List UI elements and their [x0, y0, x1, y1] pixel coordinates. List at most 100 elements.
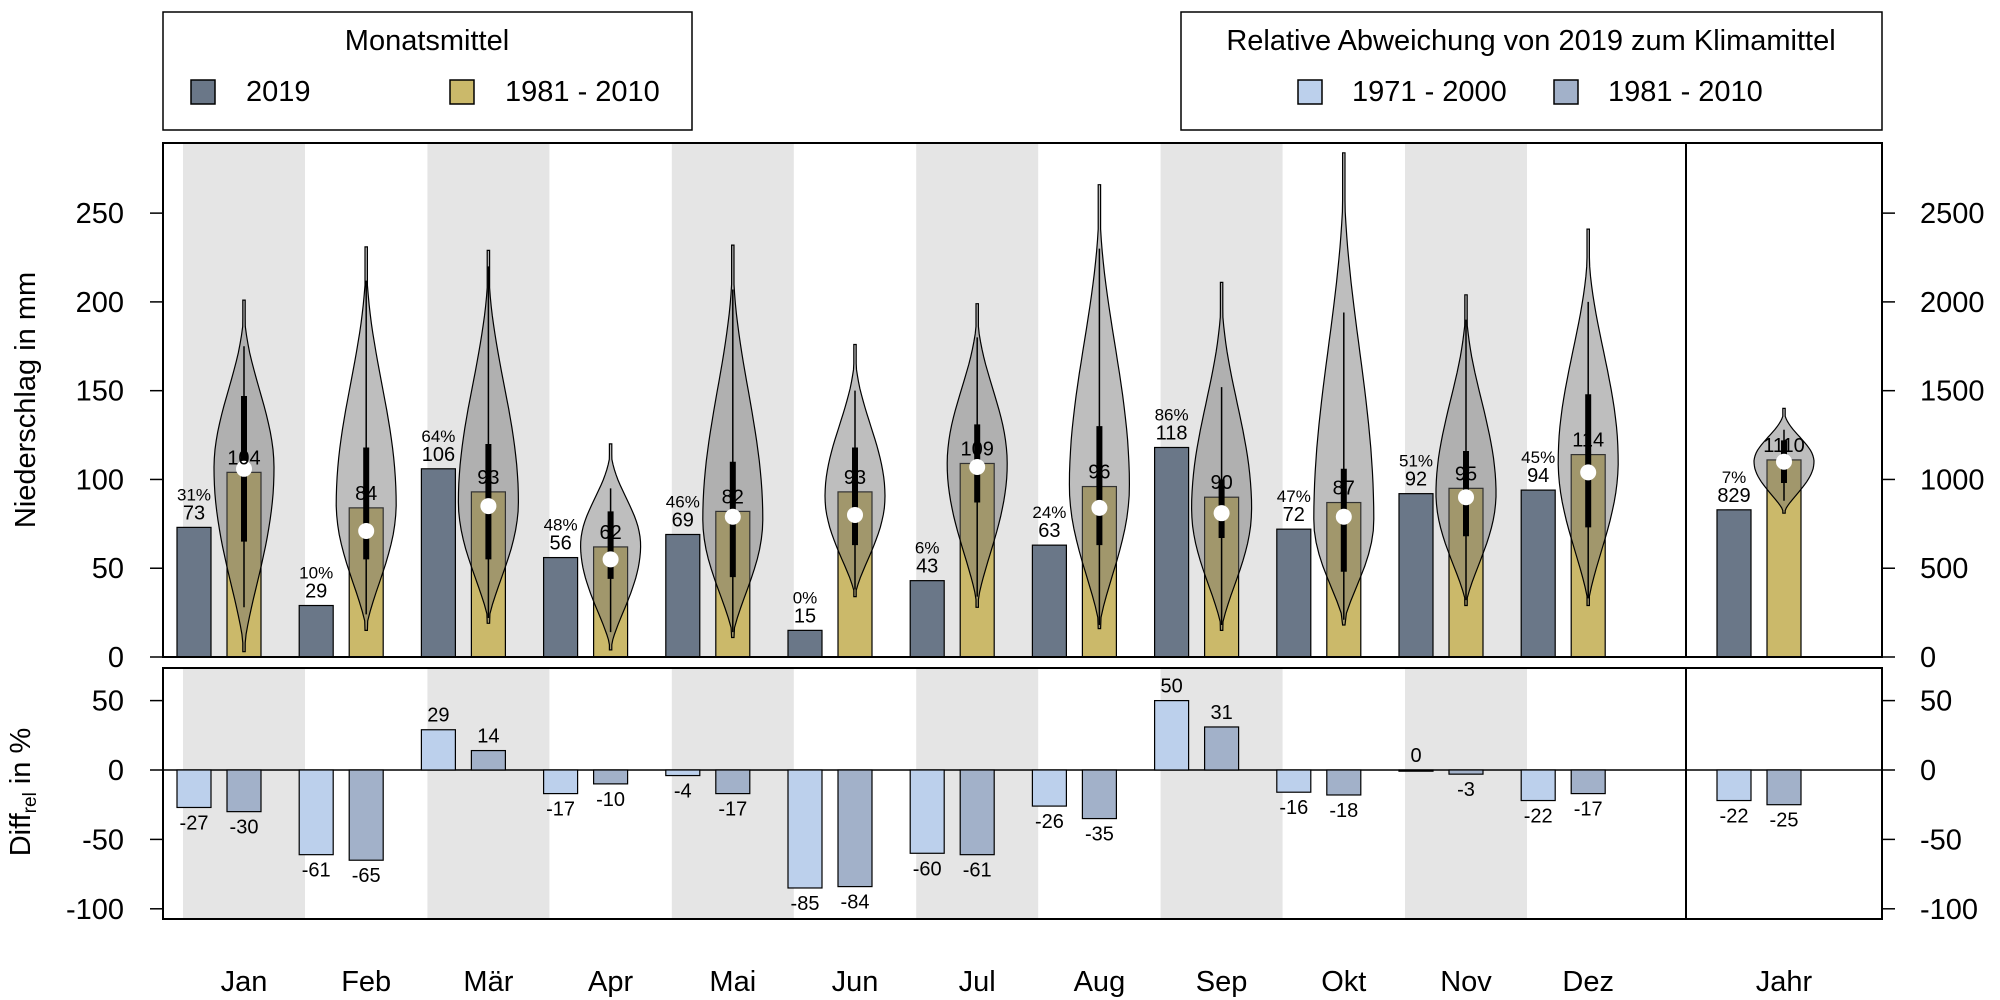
bar-rel-1981-2010 — [715, 769, 751, 795]
percent-label: 10% — [299, 564, 333, 583]
bar-rel-1981-2010 — [1081, 769, 1118, 820]
left-tick-label: 250 — [76, 198, 124, 230]
diff-value-label: -27 — [180, 812, 209, 834]
legend-swatch-1971-2000 — [1297, 79, 1323, 105]
value-label-2019: 15 — [794, 605, 816, 627]
bar-2019 — [420, 468, 456, 658]
bar-1971-2000 — [1520, 769, 1556, 802]
bottom-left-tick-label: -100 — [66, 894, 124, 926]
violin-median — [724, 508, 741, 525]
bar-rel-1981-2010 — [592, 769, 629, 785]
percent-label: 47% — [1277, 487, 1311, 506]
diff-value-label: 50 — [1160, 676, 1182, 698]
bottom-right-tick-label: 0 — [1920, 755, 1936, 787]
bar-2019 — [1716, 509, 1752, 658]
diff-value-label: -65 — [352, 865, 381, 887]
diff-value-label: -17 — [546, 799, 575, 821]
percent-label: 6% — [915, 539, 940, 558]
left-tick-label: 0 — [108, 642, 124, 674]
violin-median — [1213, 505, 1230, 522]
month-label: Dez — [1562, 966, 1614, 998]
month-label: Mai — [709, 966, 756, 998]
violin-median — [358, 522, 375, 539]
diff-value-label: -10 — [596, 789, 625, 811]
bar-rel-1981-2010 — [1448, 769, 1484, 775]
diff-value-label: -17 — [1574, 799, 1603, 821]
bottom-right-tick-label: 50 — [1920, 686, 1952, 718]
diff-value-label: -61 — [963, 860, 992, 882]
left-tick-label: 100 — [76, 464, 124, 496]
diff-value-label: -18 — [1329, 800, 1358, 822]
top-y-axis-label: Niederschlag in mm — [10, 272, 42, 528]
value-label-1981-2010: 104 — [227, 447, 260, 469]
shade-band-bottom — [427, 669, 550, 918]
annual-label: Jahr — [1756, 966, 1813, 998]
diff-value-label: -3 — [1457, 779, 1475, 801]
bar-rel-1981-2010 — [348, 769, 384, 861]
bar-rel-1981-2010 — [959, 769, 995, 856]
value-label-2019: 56 — [549, 533, 571, 555]
month-label: Mär — [463, 966, 513, 998]
diff-value-label: -60 — [913, 858, 942, 880]
diff-value-label: -22 — [1524, 806, 1553, 828]
axes-layer: 05010015020025005001000150020002500-100-… — [66, 198, 1985, 998]
right-tick-label: 0 — [1920, 642, 1936, 674]
bar-2019 — [1398, 493, 1434, 658]
value-label-2019: 72 — [1283, 504, 1305, 526]
bottom-right-tick-label: -100 — [1920, 894, 1978, 926]
value-label-2019: 43 — [916, 556, 938, 578]
bar-2019 — [665, 533, 701, 658]
violin-median — [602, 551, 619, 568]
legend-label-2019: 2019 — [246, 76, 311, 108]
value-label-1981-2010: 93 — [477, 467, 499, 489]
violin-median — [1335, 508, 1352, 525]
diff-value-label: -26 — [1035, 811, 1064, 833]
bar-2019 — [1520, 489, 1556, 658]
value-label-1981-2010: 87 — [1333, 478, 1355, 500]
diff-value-label: -22 — [1720, 806, 1749, 828]
bottom-bars — [176, 699, 1802, 889]
right-tick-label: 500 — [1920, 553, 1968, 585]
percent-label: 51% — [1399, 452, 1433, 471]
value-label-1981-2010: 84 — [355, 483, 377, 505]
right-tick-label: 2500 — [1920, 198, 1985, 230]
value-label-1981-2010: 93 — [844, 467, 866, 489]
bar-1971-2000 — [1398, 769, 1434, 772]
bar-1971-2000 — [298, 769, 334, 856]
diff-value-label: -17 — [718, 799, 747, 821]
month-label: Okt — [1321, 966, 1366, 998]
top-plot-frame — [162, 142, 1883, 658]
bar-rel-1981-2010 — [837, 769, 873, 888]
bar-1971-2000 — [176, 769, 212, 809]
bar-rel-1981-2010 — [1326, 769, 1362, 796]
legend-monatsmittel: Monatsmittel 2019 1981 - 2010 — [162, 11, 693, 131]
bar-rel-1981-2010 — [1203, 726, 1240, 771]
month-label: Sep — [1196, 966, 1248, 998]
month-label: Feb — [341, 966, 391, 998]
bottom-right-tick-label: -50 — [1920, 824, 1962, 856]
legend-swatch-1981-2010 — [449, 79, 475, 105]
diff-value-label: -25 — [1770, 810, 1799, 832]
bar-rel-1981-2010 — [1570, 769, 1606, 795]
left-tick-label: 200 — [76, 287, 124, 319]
bottom-plot-frame — [162, 667, 1883, 920]
percent-label: 24% — [1032, 503, 1066, 522]
diff-value-label: -84 — [841, 892, 870, 914]
bar-1971-2000 — [420, 729, 456, 771]
bottom-left-tick-label: 50 — [92, 686, 124, 718]
left-tick-label: 50 — [92, 553, 124, 585]
diff-value-label: -85 — [791, 893, 820, 915]
right-tick-label: 1500 — [1920, 376, 1985, 408]
value-label-2019: 63 — [1038, 520, 1060, 542]
value-label-2019: 94 — [1527, 465, 1549, 487]
bar-1971-2000 — [787, 769, 823, 889]
percent-label: 7% — [1722, 468, 1747, 487]
violin-median — [1091, 499, 1108, 516]
diff-value-label: 31 — [1210, 702, 1232, 724]
value-label-2019: 73 — [183, 502, 205, 524]
diff-value-label: -35 — [1085, 824, 1114, 846]
bar-2019 — [1153, 446, 1190, 658]
bar-2019 — [298, 604, 334, 658]
